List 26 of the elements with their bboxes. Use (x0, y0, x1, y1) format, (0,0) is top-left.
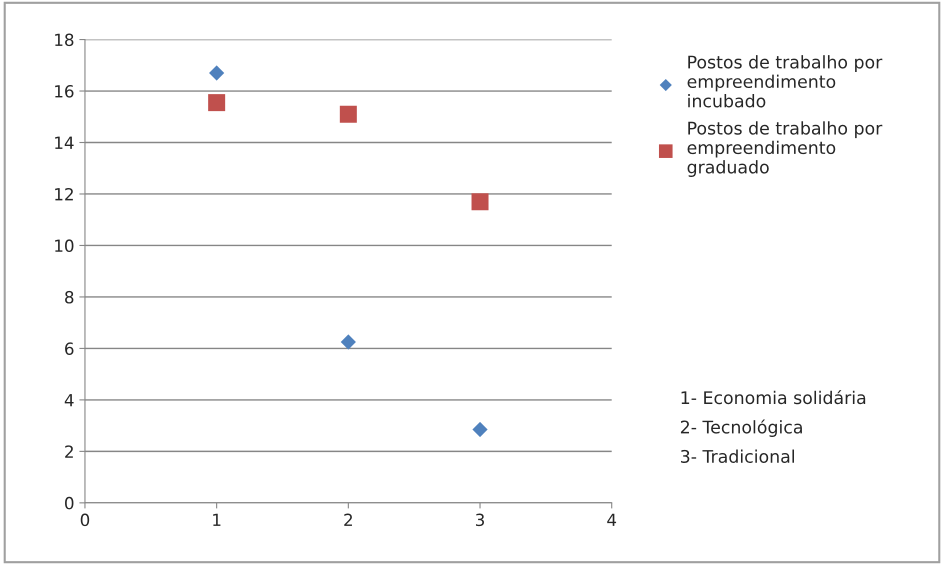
text: 3- Tradicional (681, 450, 794, 463)
point (208, 94, 226, 112)
y-tick-label: 0 (65, 496, 74, 510)
legend-label: Postos de trabalho por empreendimento graduado (688, 121, 882, 177)
x-tick-label: 4 (607, 514, 616, 526)
text: 1- Economia solidária (682, 390, 866, 404)
point (340, 334, 356, 350)
y-tick-label: 10 (55, 239, 74, 252)
x-tick-label: 3 (476, 514, 484, 526)
text: 2- Tecnológica (680, 419, 802, 437)
y-tick-label: 4 (64, 394, 74, 406)
point (209, 65, 224, 81)
x-tick-label: 1 (213, 514, 220, 526)
y-tick-label: 12 (55, 188, 73, 200)
point (472, 193, 489, 210)
x-tick-label: 2 (344, 514, 352, 526)
point (340, 106, 357, 123)
y-tick-label: 14 (55, 136, 74, 149)
y-tick-label: 2 (65, 445, 73, 458)
x-tick-label: 0 (80, 514, 90, 526)
y-tick-label: 18 (55, 34, 74, 46)
y-tick-label: 8 (65, 290, 74, 304)
y-tick-label: 6 (65, 342, 74, 355)
legend-label: Postos de trabalho por empreendimento incubado (688, 55, 882, 108)
point (472, 422, 488, 438)
y-tick-label: 16 (55, 84, 74, 98)
